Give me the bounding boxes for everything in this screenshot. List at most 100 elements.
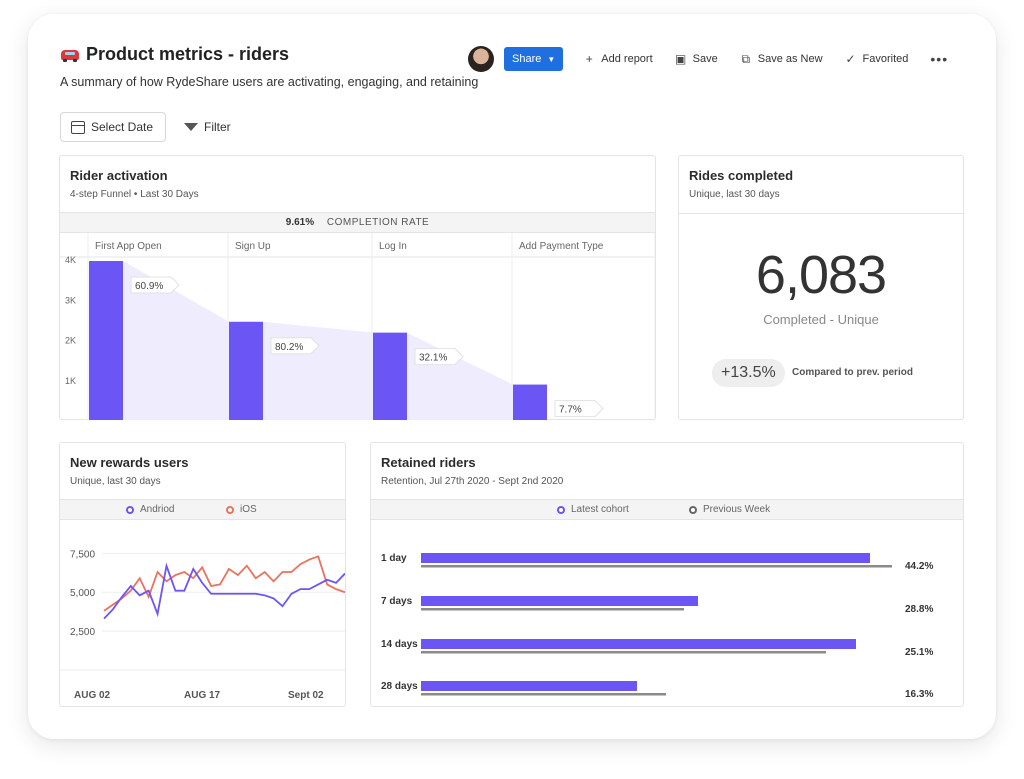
funnel-bar bbox=[373, 332, 407, 420]
latest-cohort-bar bbox=[421, 681, 637, 691]
x-tick-label: AUG 02 bbox=[74, 690, 111, 701]
check-icon: ✓ bbox=[845, 52, 856, 66]
rider-activation-title: Rider activation bbox=[70, 168, 168, 183]
funnel-bar bbox=[513, 384, 547, 420]
select-date-label: Select Date bbox=[91, 120, 154, 134]
y-tick-label: 2K bbox=[65, 336, 76, 346]
retention-value-label: 44.2% bbox=[905, 561, 933, 572]
rider-activation-card: Rider activation 4-step Funnel • Last 30… bbox=[59, 155, 656, 420]
x-tick-label: AUG 17 bbox=[184, 690, 221, 701]
y-tick-label: 5,000 bbox=[70, 588, 95, 599]
rides-completed-label: Completed - Unique bbox=[763, 312, 879, 327]
step-conversion-label: 32.1% bbox=[419, 353, 447, 364]
retention-value-label: 25.1% bbox=[905, 647, 933, 658]
save-as-new-button[interactable]: ⧉ Save as New bbox=[740, 52, 823, 67]
retention-value-label: 28.8% bbox=[905, 604, 933, 615]
completion-rate-strip: 9.61% COMPLETION RATE bbox=[60, 212, 655, 233]
dashboard-frame: Product metrics - riders A summary of ho… bbox=[28, 14, 996, 739]
step-label-tag bbox=[414, 348, 464, 366]
new-rewards-card: New rewards users Unique, last 30 days A… bbox=[59, 442, 346, 707]
rider-activation-subtitle: 4-step Funnel • Last 30 Days bbox=[70, 189, 199, 200]
rides-completed-subtitle: Unique, last 30 days bbox=[689, 189, 780, 200]
funnel-step-label: First App Open bbox=[95, 241, 162, 252]
latest-cohort-bar bbox=[421, 639, 856, 649]
retention-row-label: 7 days bbox=[381, 596, 413, 607]
change-label: Compared to prev. period bbox=[792, 367, 913, 378]
favorited-label: Favorited bbox=[862, 53, 909, 65]
retention-row-label: 28 days bbox=[381, 681, 418, 692]
car-icon bbox=[60, 47, 80, 63]
save-label: Save bbox=[692, 53, 718, 65]
legend-latest-label: Latest cohort bbox=[571, 504, 629, 515]
funnel-bar bbox=[229, 321, 263, 420]
rides-completed-value: 6,083 bbox=[755, 245, 887, 305]
y-tick-label: 2,500 bbox=[70, 627, 95, 638]
new-rewards-subtitle: Unique, last 30 days bbox=[70, 476, 161, 487]
legend-ios-icon bbox=[226, 505, 234, 514]
latest-cohort-bar bbox=[421, 596, 698, 606]
previous-week-bar bbox=[421, 693, 666, 696]
step-label-tag bbox=[270, 337, 320, 355]
series-line-andriod bbox=[103, 562, 345, 620]
legend-item-ios[interactable]: iOS bbox=[226, 504, 257, 515]
page-title: Product metrics - riders bbox=[86, 44, 290, 64]
funnel-shading bbox=[123, 261, 547, 420]
page-subtitle: A summary of how RydeShare users are act… bbox=[60, 75, 479, 89]
funnel-chart: First App Open Sign Up Log In Add Payment T… bbox=[60, 233, 655, 420]
step-label-tag bbox=[554, 400, 604, 418]
save-icon: ▣ bbox=[674, 52, 687, 66]
rides-completed-title: Rides completed bbox=[689, 168, 794, 183]
change-badge: +13.5% bbox=[712, 359, 785, 387]
legend-item-latest[interactable]: Latest cohort bbox=[557, 504, 629, 515]
rewards-line-chart: 7,500 5,000 2,500 AUG 02 AUG 17 Sept 02 bbox=[60, 549, 345, 701]
save-button[interactable]: ▣ Save bbox=[675, 52, 718, 66]
select-date-button[interactable]: Select Date bbox=[60, 112, 166, 142]
legend-previous-label: Previous Week bbox=[703, 504, 771, 515]
save-as-new-label: Save as New bbox=[757, 53, 823, 65]
funnel-step-label: Add Payment Type bbox=[519, 241, 604, 252]
filter-label: Filter bbox=[204, 120, 231, 134]
share-button[interactable]: Share ▼ bbox=[504, 47, 564, 71]
series-line-ios bbox=[103, 555, 345, 612]
previous-week-bar bbox=[421, 608, 684, 611]
retention-row-label: 1 day bbox=[381, 553, 407, 564]
title-row: Product metrics - riders bbox=[60, 44, 289, 65]
retention-chart: 1 day 44.2% 7 days 28.8% 14 days 25.1% 28 days… bbox=[381, 553, 933, 700]
toolbar: Share ▼ + Add report ▣ Save ⧉ Save as Ne… bbox=[468, 46, 948, 72]
retention-row-label: 14 days bbox=[381, 639, 418, 650]
new-rewards-title: New rewards users bbox=[70, 455, 189, 470]
legend-latest-icon bbox=[557, 505, 565, 514]
step-conversion-label: 80.2% bbox=[275, 342, 303, 353]
legend-item-previous[interactable]: Previous Week bbox=[689, 504, 770, 515]
y-tick-label: 4K bbox=[65, 255, 76, 265]
retained-riders-title: Retained riders bbox=[381, 455, 476, 470]
add-report-button[interactable]: + Add report bbox=[583, 52, 653, 66]
rewards-legend-strip: Andriod iOS bbox=[60, 499, 345, 520]
funnel-step-label: Sign Up bbox=[235, 241, 271, 252]
more-options-icon[interactable]: ••• bbox=[930, 51, 949, 67]
y-tick-label: 7,500 bbox=[70, 549, 95, 560]
legend-previous-icon bbox=[689, 505, 697, 514]
retained-riders-subtitle: Retention, Jul 27th 2020 - Sept 2nd 2020 bbox=[381, 476, 564, 487]
retained-riders-card: Retained riders Retention, Jul 27th 2020… bbox=[370, 442, 964, 707]
y-tick-label: 3K bbox=[65, 295, 76, 305]
favorited-button[interactable]: ✓ Favorited bbox=[845, 52, 909, 66]
funnel-bar bbox=[89, 261, 123, 420]
step-label-tag bbox=[130, 276, 180, 294]
add-report-label: Add report bbox=[601, 53, 653, 65]
retained-legend-strip: Latest cohort Previous Week bbox=[371, 499, 963, 520]
legend-item-android[interactable]: Andriod bbox=[126, 504, 174, 515]
previous-week-bar bbox=[421, 565, 892, 568]
x-tick-label: Sept 02 bbox=[288, 690, 324, 701]
completion-rate-label: COMPLETION RATE bbox=[326, 217, 430, 228]
completion-rate-value: 9.61% bbox=[285, 217, 315, 228]
previous-week-bar bbox=[421, 651, 826, 654]
retention-value-label: 16.3% bbox=[905, 689, 933, 700]
calendar-icon bbox=[71, 120, 85, 134]
filter-icon bbox=[184, 123, 198, 131]
y-tick-label: 1K bbox=[65, 376, 76, 386]
filter-button[interactable]: Filter bbox=[184, 112, 231, 142]
share-label: Share bbox=[512, 53, 542, 65]
rides-completed-card: Rides completed Unique, last 30 days 6,0… bbox=[678, 155, 964, 420]
avatar[interactable] bbox=[468, 46, 494, 72]
